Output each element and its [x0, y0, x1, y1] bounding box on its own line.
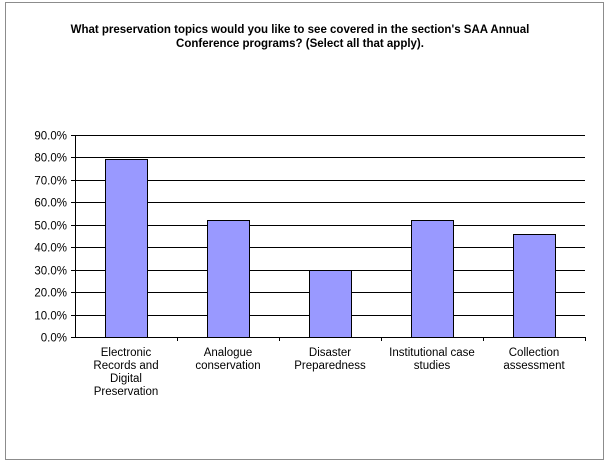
y-tick-label: 50.0% — [34, 221, 67, 233]
category-label: Electronic Records and Digital Preservation — [93, 347, 158, 398]
category-label: Institutional case studies — [389, 347, 475, 372]
category-label: Analogue conservation — [195, 347, 260, 372]
axes — [71, 135, 586, 341]
bar — [207, 220, 250, 338]
chart-title: What preservation topics would you like … — [70, 24, 530, 50]
y-tick-label: 30.0% — [34, 266, 67, 278]
chart-frame — [5, 2, 604, 460]
y-tick-label: 80.0% — [34, 153, 67, 165]
y-tick-labels: 0.0% 10.0% 20.0% 30.0% 40.0% 50.0% 60.0% 70.0% 8… — [34, 131, 67, 345]
y-tick-label: 70.0% — [34, 176, 67, 188]
y-tick-label: 10.0% — [34, 311, 67, 323]
y-tick-label: 20.0% — [34, 288, 67, 300]
bars — [105, 159, 556, 338]
bar — [411, 220, 454, 338]
x-category-labels: Electronic Records and Digital Preservation… — [93, 347, 565, 398]
y-tick-label: 90.0% — [34, 131, 67, 143]
category-label: Collection assessment — [503, 347, 565, 372]
bar — [513, 234, 556, 338]
y-tick-label: 0.0% — [41, 333, 67, 345]
category-label: Disaster Preparedness — [294, 347, 366, 372]
bar — [105, 159, 148, 338]
y-tick-label: 60.0% — [34, 198, 67, 210]
bar — [309, 270, 352, 338]
y-tick-label: 40.0% — [34, 243, 67, 255]
